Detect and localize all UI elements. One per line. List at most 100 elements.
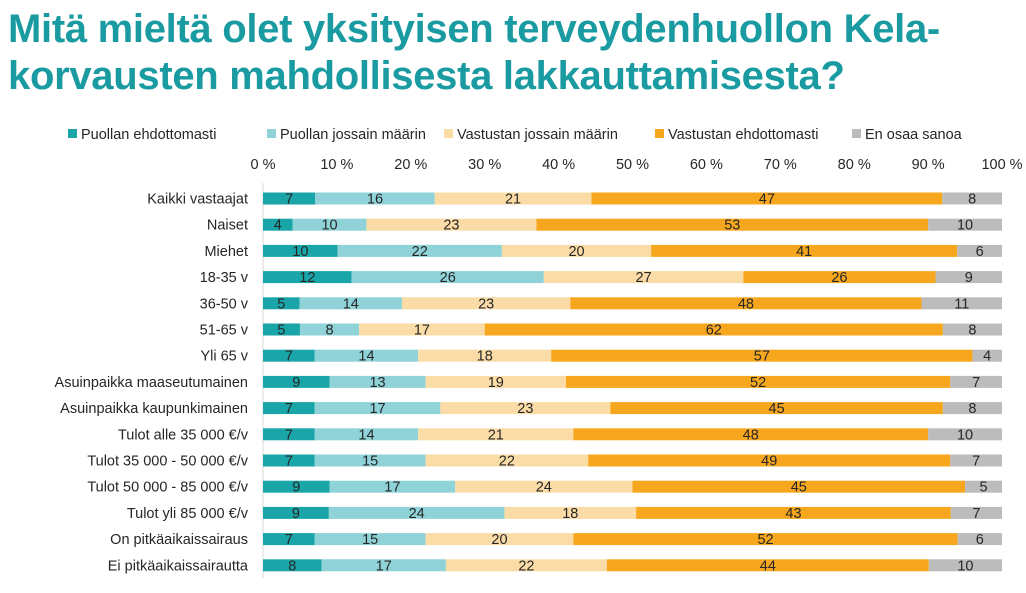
- data-label: 4: [983, 349, 991, 365]
- category-label: Kaikki vastaajat: [147, 192, 248, 208]
- bar-segment: [425, 454, 589, 467]
- data-label: 48: [743, 427, 759, 443]
- data-label: 8: [968, 323, 976, 339]
- legend-item: Vastustan ehdottomasti: [655, 127, 818, 143]
- data-label: 10: [957, 427, 973, 443]
- bar-segment: [610, 402, 943, 415]
- legend-label: En osaa sanoa: [865, 127, 963, 143]
- bar-segment: [957, 533, 1002, 546]
- x-tick-label: 20 %: [394, 157, 427, 173]
- legend-label: Puollan ehdottomasti: [81, 127, 216, 143]
- category-label: Yli 65 v: [200, 349, 248, 365]
- data-label: 10: [957, 558, 973, 574]
- data-label: 15: [362, 532, 378, 548]
- bar-segment: [942, 323, 1002, 336]
- bar-segment: [543, 271, 744, 284]
- x-tick-label: 40 %: [542, 157, 575, 173]
- category-label: Asuinpaikka kaupunkimainen: [60, 401, 248, 417]
- bar-segment: [351, 271, 544, 284]
- category-label: Miehet: [204, 244, 248, 260]
- data-label: 7: [972, 454, 980, 470]
- x-tick-label: 10 %: [320, 157, 353, 173]
- data-label: 57: [754, 349, 770, 365]
- bar-segment: [606, 559, 929, 572]
- bar-segment: [314, 349, 419, 362]
- data-label: 22: [518, 558, 534, 574]
- data-label: 7: [285, 192, 293, 208]
- bar-segment: [321, 559, 446, 572]
- data-label: 10: [292, 244, 308, 260]
- bar-segment: [950, 454, 1002, 467]
- bar-segment: [935, 271, 1002, 284]
- data-label: 18: [562, 506, 578, 522]
- data-label: 4: [274, 218, 282, 234]
- x-tick-label: 90 %: [912, 157, 945, 173]
- category-label: On pitkäaikaissairaus: [110, 532, 248, 548]
- data-label: 19: [488, 375, 504, 391]
- bar-segment: [263, 271, 352, 284]
- bar-segment: [651, 244, 958, 257]
- bar-segment: [299, 323, 360, 336]
- bar-segment: [314, 533, 426, 546]
- data-label: 12: [299, 270, 315, 286]
- bar-segment: [263, 402, 315, 415]
- data-label: 7: [972, 375, 980, 391]
- legend-item: En osaa sanoa: [852, 127, 963, 143]
- bar-segment: [636, 506, 951, 519]
- data-label: 10: [321, 218, 337, 234]
- bar-segment: [536, 218, 929, 231]
- bar-segment: [484, 323, 943, 336]
- legend: Puollan ehdottomasti Puollan jossain määr…: [68, 127, 963, 143]
- bar-segment: [329, 375, 426, 388]
- data-label: 26: [831, 270, 847, 286]
- data-label: 13: [369, 375, 385, 391]
- category-label: 18-35 v: [200, 270, 249, 286]
- chart-title: Mitä mieltä olet yksityisen terveydenhuo…: [8, 7, 940, 98]
- legend-label: Vastustan jossain määrin: [457, 127, 618, 143]
- bar-segment: [928, 218, 1002, 231]
- data-label: 22: [499, 454, 515, 470]
- data-label: 5: [277, 323, 285, 339]
- bar-segment: [292, 218, 367, 231]
- data-label: 6: [976, 244, 984, 260]
- bar-segment: [921, 297, 1002, 310]
- data-label: 52: [757, 532, 773, 548]
- data-label: 24: [536, 480, 552, 496]
- legend-swatch: [267, 129, 276, 138]
- category-label: Tulot 35 000 - 50 000 €/v: [87, 454, 248, 470]
- bar-segment: [928, 428, 1002, 441]
- category-label: 36-50 v: [200, 296, 249, 312]
- legend-label: Puollan jossain määrin: [280, 127, 426, 143]
- data-label: 5: [277, 296, 285, 312]
- bar-segment: [263, 323, 300, 336]
- bar-segment: [418, 428, 574, 441]
- bar-segment: [425, 375, 566, 388]
- bar-segment: [263, 375, 330, 388]
- bar-segment: [263, 297, 300, 310]
- bar-segment: [743, 271, 936, 284]
- data-label: 23: [478, 296, 494, 312]
- bar-segment: [573, 533, 958, 546]
- data-label: 27: [636, 270, 652, 286]
- data-label: 14: [358, 427, 374, 443]
- bar-segment: [501, 244, 652, 257]
- data-label: 45: [791, 480, 807, 496]
- x-tick-label: 70 %: [764, 157, 797, 173]
- data-label: 8: [968, 401, 976, 417]
- data-label: 41: [796, 244, 812, 260]
- bar-segment: [263, 454, 315, 467]
- data-label: 17: [369, 401, 385, 417]
- x-tick-label: 30 %: [468, 157, 501, 173]
- data-label: 7: [285, 427, 293, 443]
- data-label: 8: [968, 192, 976, 208]
- bar-segment: [329, 480, 456, 493]
- x-tick-label: 0 %: [251, 157, 276, 173]
- category-label: Tulot alle 35 000 €/v: [118, 427, 249, 443]
- bar-segment: [263, 533, 315, 546]
- data-label: 9: [965, 270, 973, 286]
- x-axis: 0 % 10 % 20 % 30 % 40 % 50 % 60 % 70 % 80 % 90 % 1…: [251, 157, 1023, 173]
- bar-segment: [337, 244, 502, 257]
- category-label: Asuinpaikka maaseutumainen: [55, 375, 248, 391]
